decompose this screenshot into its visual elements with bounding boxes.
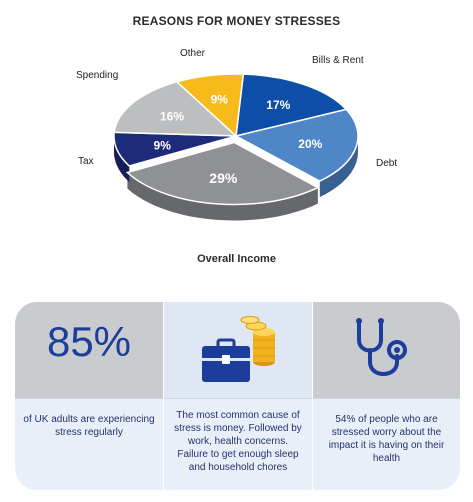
stat-card-uk-adults: 85% of UK adults are experiencing stress… bbox=[15, 302, 163, 490]
pie-chart: 17% 20% 29% 9% 16% 9% Bills & Rent Debt Tax Spend… bbox=[76, 48, 397, 221]
stat-card-header bbox=[164, 302, 312, 398]
pie-category-label-other: Other bbox=[180, 48, 206, 59]
big-stat-number: 85% bbox=[46, 318, 132, 365]
pie-category-label-spending: Spending bbox=[76, 70, 118, 81]
stat-card-body: 54% of people who are stressed worry abo… bbox=[313, 398, 460, 490]
pie-slice-bills-rent bbox=[235, 73, 348, 137]
stat-card-health: 54% of people who are stressed worry abo… bbox=[313, 302, 460, 490]
pie-side-overall-income bbox=[127, 172, 318, 221]
pie-value-label: 17% bbox=[266, 98, 290, 112]
pie-side-tax bbox=[114, 136, 130, 182]
pie-slice-overall-income bbox=[125, 141, 320, 206]
pie-slice-debt bbox=[233, 108, 359, 182]
chart-subtitle: Overall Income bbox=[197, 253, 276, 265]
stat-card-header bbox=[313, 302, 460, 398]
pie-category-label-bills-rent: Bills & Rent bbox=[312, 55, 364, 66]
briefcase-coins-icon bbox=[202, 316, 275, 382]
card-divider bbox=[312, 302, 313, 490]
pie-value-label: 20% bbox=[298, 137, 322, 151]
stat-card-text: The most common cause of stress is money… bbox=[174, 410, 302, 473]
stat-card-header: 85% bbox=[15, 302, 163, 398]
card-divider bbox=[163, 302, 164, 490]
pie-slices bbox=[113, 73, 359, 206]
pie-side-debt bbox=[319, 136, 358, 198]
info-panel: 85% of UK adults are experiencing stress… bbox=[15, 302, 460, 490]
stethoscope-icon bbox=[356, 318, 407, 376]
pie-labels: 17% 20% 29% 9% 16% 9% Bills & Rent Debt Tax Spend… bbox=[76, 48, 397, 186]
stat-card-body: of UK adults are experiencing stress reg… bbox=[15, 398, 163, 490]
pie-slice-spending bbox=[113, 80, 238, 137]
chart-title: REASONS FOR MONEY STRESSES bbox=[132, 14, 341, 28]
pie-value-label: 9% bbox=[211, 93, 229, 107]
stat-card-money: The most common cause of stress is money… bbox=[164, 302, 312, 490]
stat-card-text: 54% of people who are stressed worry abo… bbox=[328, 414, 445, 464]
pie-value-label: 9% bbox=[154, 139, 172, 153]
pie-category-label-tax: Tax bbox=[78, 156, 94, 167]
pie-slice-other bbox=[175, 73, 245, 138]
pie-value-label: 16% bbox=[160, 110, 184, 124]
stat-card-text: of UK adults are experiencing stress reg… bbox=[23, 414, 155, 438]
pie-value-label: 29% bbox=[209, 170, 238, 186]
pie-category-label-debt: Debt bbox=[376, 158, 397, 169]
pie-3d-sides bbox=[114, 136, 358, 221]
stat-card-body: The most common cause of stress is money… bbox=[164, 398, 312, 490]
